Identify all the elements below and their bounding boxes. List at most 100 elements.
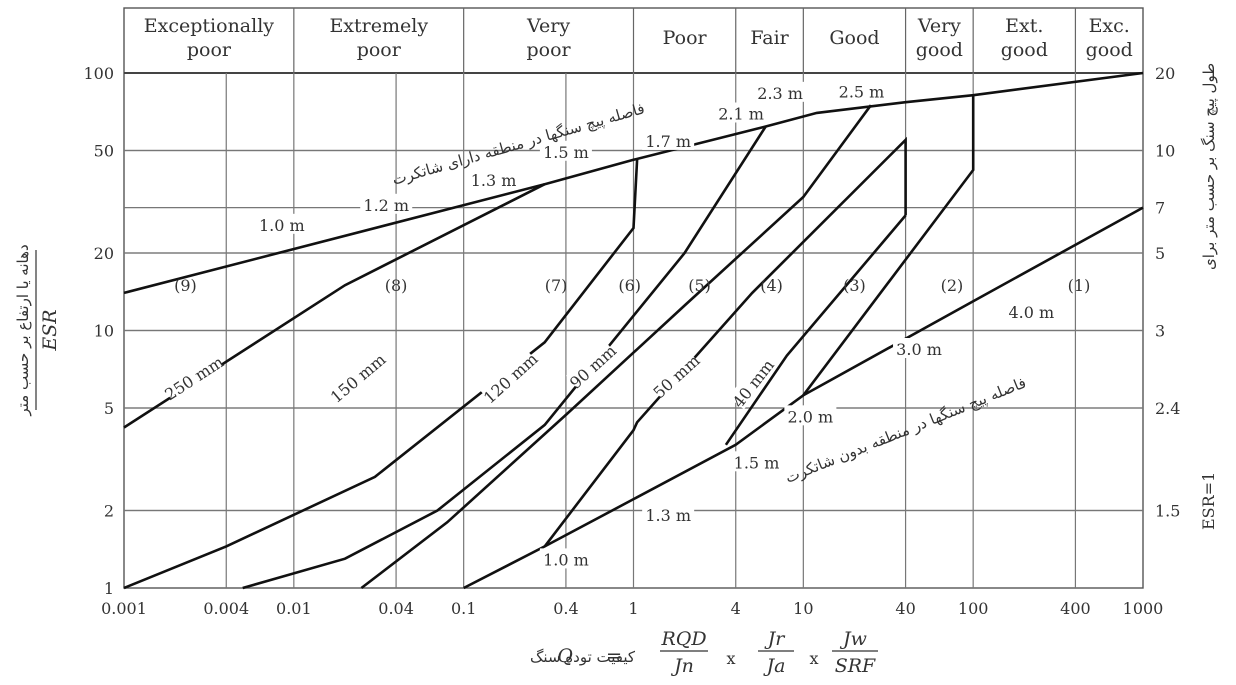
annotation-text: 250 mm xyxy=(161,352,227,404)
annotation: 1.3 m xyxy=(467,169,520,190)
right-axis-label: طول پیچ سنگ بر حسب متر برای ESR=1 xyxy=(1199,63,1219,530)
annotation-bg xyxy=(642,129,695,150)
right-tick-label: 1.5 xyxy=(1155,501,1180,520)
annotation: 2.3 m xyxy=(754,81,807,103)
class-label-line: Exceptionally xyxy=(144,15,275,37)
support-categories: (9) (8) (7) (6) (5) (4) (3) (2) (1) xyxy=(174,276,1090,295)
category-label: (9) xyxy=(174,276,197,295)
class-label: Very good xyxy=(916,15,963,61)
annotation: 2.1 m xyxy=(715,102,768,123)
category-label: (8) xyxy=(385,276,408,295)
category-label: (7) xyxy=(545,276,568,295)
annotation-bg xyxy=(565,340,618,391)
support-curve xyxy=(802,95,975,397)
y-axis-label-esr: ESR xyxy=(39,309,61,351)
annotation-text: 150 mm xyxy=(327,350,390,407)
y-tick-label: 100 xyxy=(83,64,114,83)
class-label: Very poor xyxy=(526,15,572,61)
class-label: Exc. good xyxy=(1086,15,1133,61)
annotation-bg xyxy=(1005,300,1058,321)
support-curves xyxy=(123,71,1144,590)
right-tick-label: 5 xyxy=(1155,244,1165,263)
times-1: x xyxy=(726,649,735,668)
y-tick-label: 2 xyxy=(104,501,114,520)
annotation-text: 2.3 m xyxy=(757,84,803,103)
annotation-bg xyxy=(327,349,388,405)
x-axis-label-eq: = xyxy=(606,645,622,667)
category-label: (4) xyxy=(760,276,783,295)
x-tick-label: 0.1 xyxy=(451,599,476,618)
x-tick-label: 10 xyxy=(793,599,813,618)
class-label-line: Ext. xyxy=(1005,15,1043,37)
annotation-text: 1.5 m xyxy=(734,453,780,472)
annotation-text: 2.1 m xyxy=(718,104,764,123)
fraction-3-num: Jw xyxy=(839,628,867,650)
x-tick-label: 100 xyxy=(958,599,989,618)
x-tick-label: 0.001 xyxy=(101,599,147,618)
annotation-bg xyxy=(784,405,837,426)
right-axis-label-fa: طول پیچ سنگ بر حسب متر برای xyxy=(1200,63,1219,270)
support-curve xyxy=(242,125,767,590)
right-axis-ticks: 1.5 2.4 3 5 7 10 20 xyxy=(1155,64,1180,520)
annotation-bg xyxy=(539,548,592,569)
class-label-line: Extremely xyxy=(329,15,428,37)
right-tick-label: 20 xyxy=(1155,64,1175,83)
class-label-line: good xyxy=(1086,39,1133,61)
annotation: 1.3 m xyxy=(642,504,695,525)
annotation: 1.0 m xyxy=(255,213,308,235)
right-axis-label-esr: ESR=1 xyxy=(1199,472,1218,530)
right-tick-label: 10 xyxy=(1155,142,1175,161)
support-curve xyxy=(543,136,907,548)
annotation-text: 4.0 m xyxy=(1008,303,1054,322)
annotation-text: 120 mm xyxy=(480,349,542,407)
annotation-text: 2.5 m xyxy=(839,82,885,101)
y-tick-label: 10 xyxy=(94,322,114,341)
annotation-bg xyxy=(539,140,592,161)
y-axis-label: دهانه یا ارتفاع بر حسب متر ESR xyxy=(14,244,61,416)
right-tick-label: 2.4 xyxy=(1155,399,1180,418)
annotation-bg xyxy=(642,504,695,525)
annotation-bg xyxy=(730,451,783,472)
annotation: 3.0 m xyxy=(893,337,946,359)
support-curve xyxy=(463,206,1144,590)
class-label-line: poor xyxy=(527,39,572,61)
fraction-3-den: SRF xyxy=(835,655,876,677)
class-label: Extremely poor xyxy=(329,15,428,61)
annotation-bg xyxy=(728,356,776,410)
support-curve xyxy=(123,159,639,590)
curve-annotations: 250 mm 150 mm 120 mm 90 mm 50 mm 40 mm 1.0 m 1.… xyxy=(161,80,1058,569)
annotation: 150 mm xyxy=(327,349,390,407)
annotation: 1.5 m xyxy=(539,140,592,162)
class-label: Good xyxy=(829,27,879,49)
x-tick-label: 4 xyxy=(731,599,741,618)
support-curve xyxy=(360,104,872,590)
class-label: Exceptionally poor xyxy=(144,15,275,61)
category-label: (5) xyxy=(688,276,711,295)
annotation-bg xyxy=(360,193,413,214)
x-axis-label: کیفیت توده سنگ Q = RQD Jn x Jr Ja x Jw S… xyxy=(530,628,878,677)
annotation: 50 mm xyxy=(649,350,704,402)
x-axis-label-q: Q xyxy=(557,645,573,667)
y-axis-label-fa: دهانه یا ارتفاع بر حسب متر xyxy=(14,244,32,416)
class-label-line: Good xyxy=(829,27,879,49)
x-tick-label: 0.04 xyxy=(378,599,414,618)
x-tick-label: 40 xyxy=(895,599,915,618)
annotation-bg xyxy=(255,213,308,234)
class-label-line: Very xyxy=(526,15,570,37)
right-tick-label: 7 xyxy=(1155,199,1165,218)
x-tick-label: 1000 xyxy=(1123,599,1164,618)
x-tick-label: 0.01 xyxy=(276,599,312,618)
class-label-line: Exc. xyxy=(1089,15,1130,37)
x-tick-label: 0.4 xyxy=(553,599,578,618)
category-label: (3) xyxy=(843,276,866,295)
annotation-text: 1.0 m xyxy=(543,550,589,569)
annotation-bg xyxy=(467,169,520,190)
class-label-line: Fair xyxy=(750,27,789,49)
annotation: 90 mm xyxy=(565,340,620,393)
class-label-line: poor xyxy=(187,39,232,61)
annotation-bg xyxy=(162,351,225,403)
category-label: (2) xyxy=(941,276,964,295)
class-label-line: Very xyxy=(917,15,961,37)
annotation-bg xyxy=(715,102,768,123)
